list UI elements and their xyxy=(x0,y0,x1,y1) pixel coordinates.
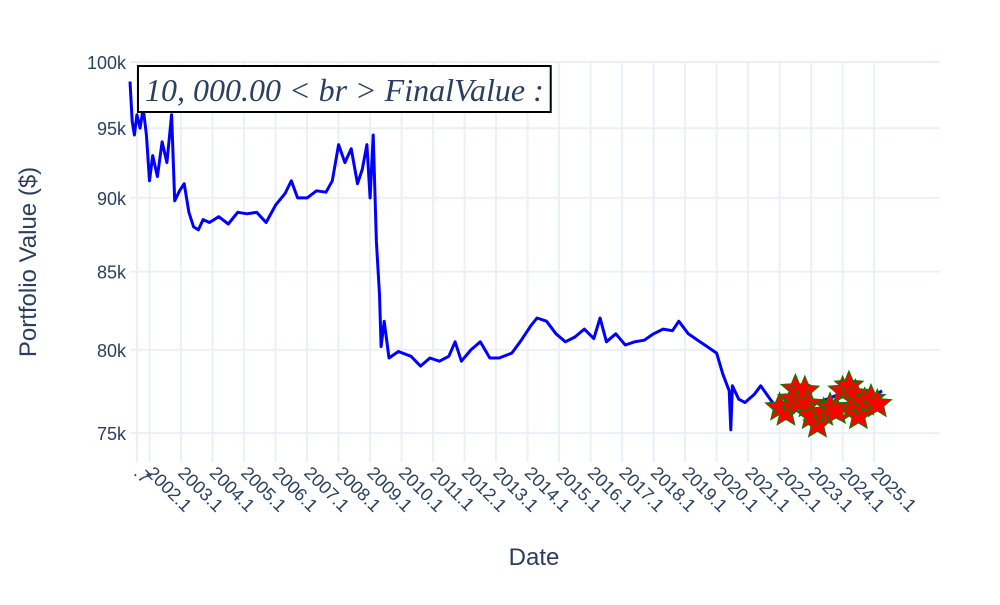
y-tick-label: 85k xyxy=(97,263,127,283)
y-axis-title: Portfolio Value ($) xyxy=(15,167,42,357)
line-series xyxy=(128,81,883,432)
y-tick-label: 80k xyxy=(97,341,127,361)
x-axis-title: Date xyxy=(509,544,560,571)
annotation: 10, 000.00 < br > FinalValue : xyxy=(137,65,552,113)
y-tick-label: 90k xyxy=(97,189,127,209)
annotation-text: 10, 000.00 < br > FinalValue : xyxy=(145,72,544,108)
y-tick-label: 100k xyxy=(87,53,127,73)
star-marker xyxy=(861,387,893,418)
annotation-box xyxy=(137,65,552,113)
y-tick-label: 95k xyxy=(97,119,127,139)
y-tick-label: 75k xyxy=(97,424,127,444)
